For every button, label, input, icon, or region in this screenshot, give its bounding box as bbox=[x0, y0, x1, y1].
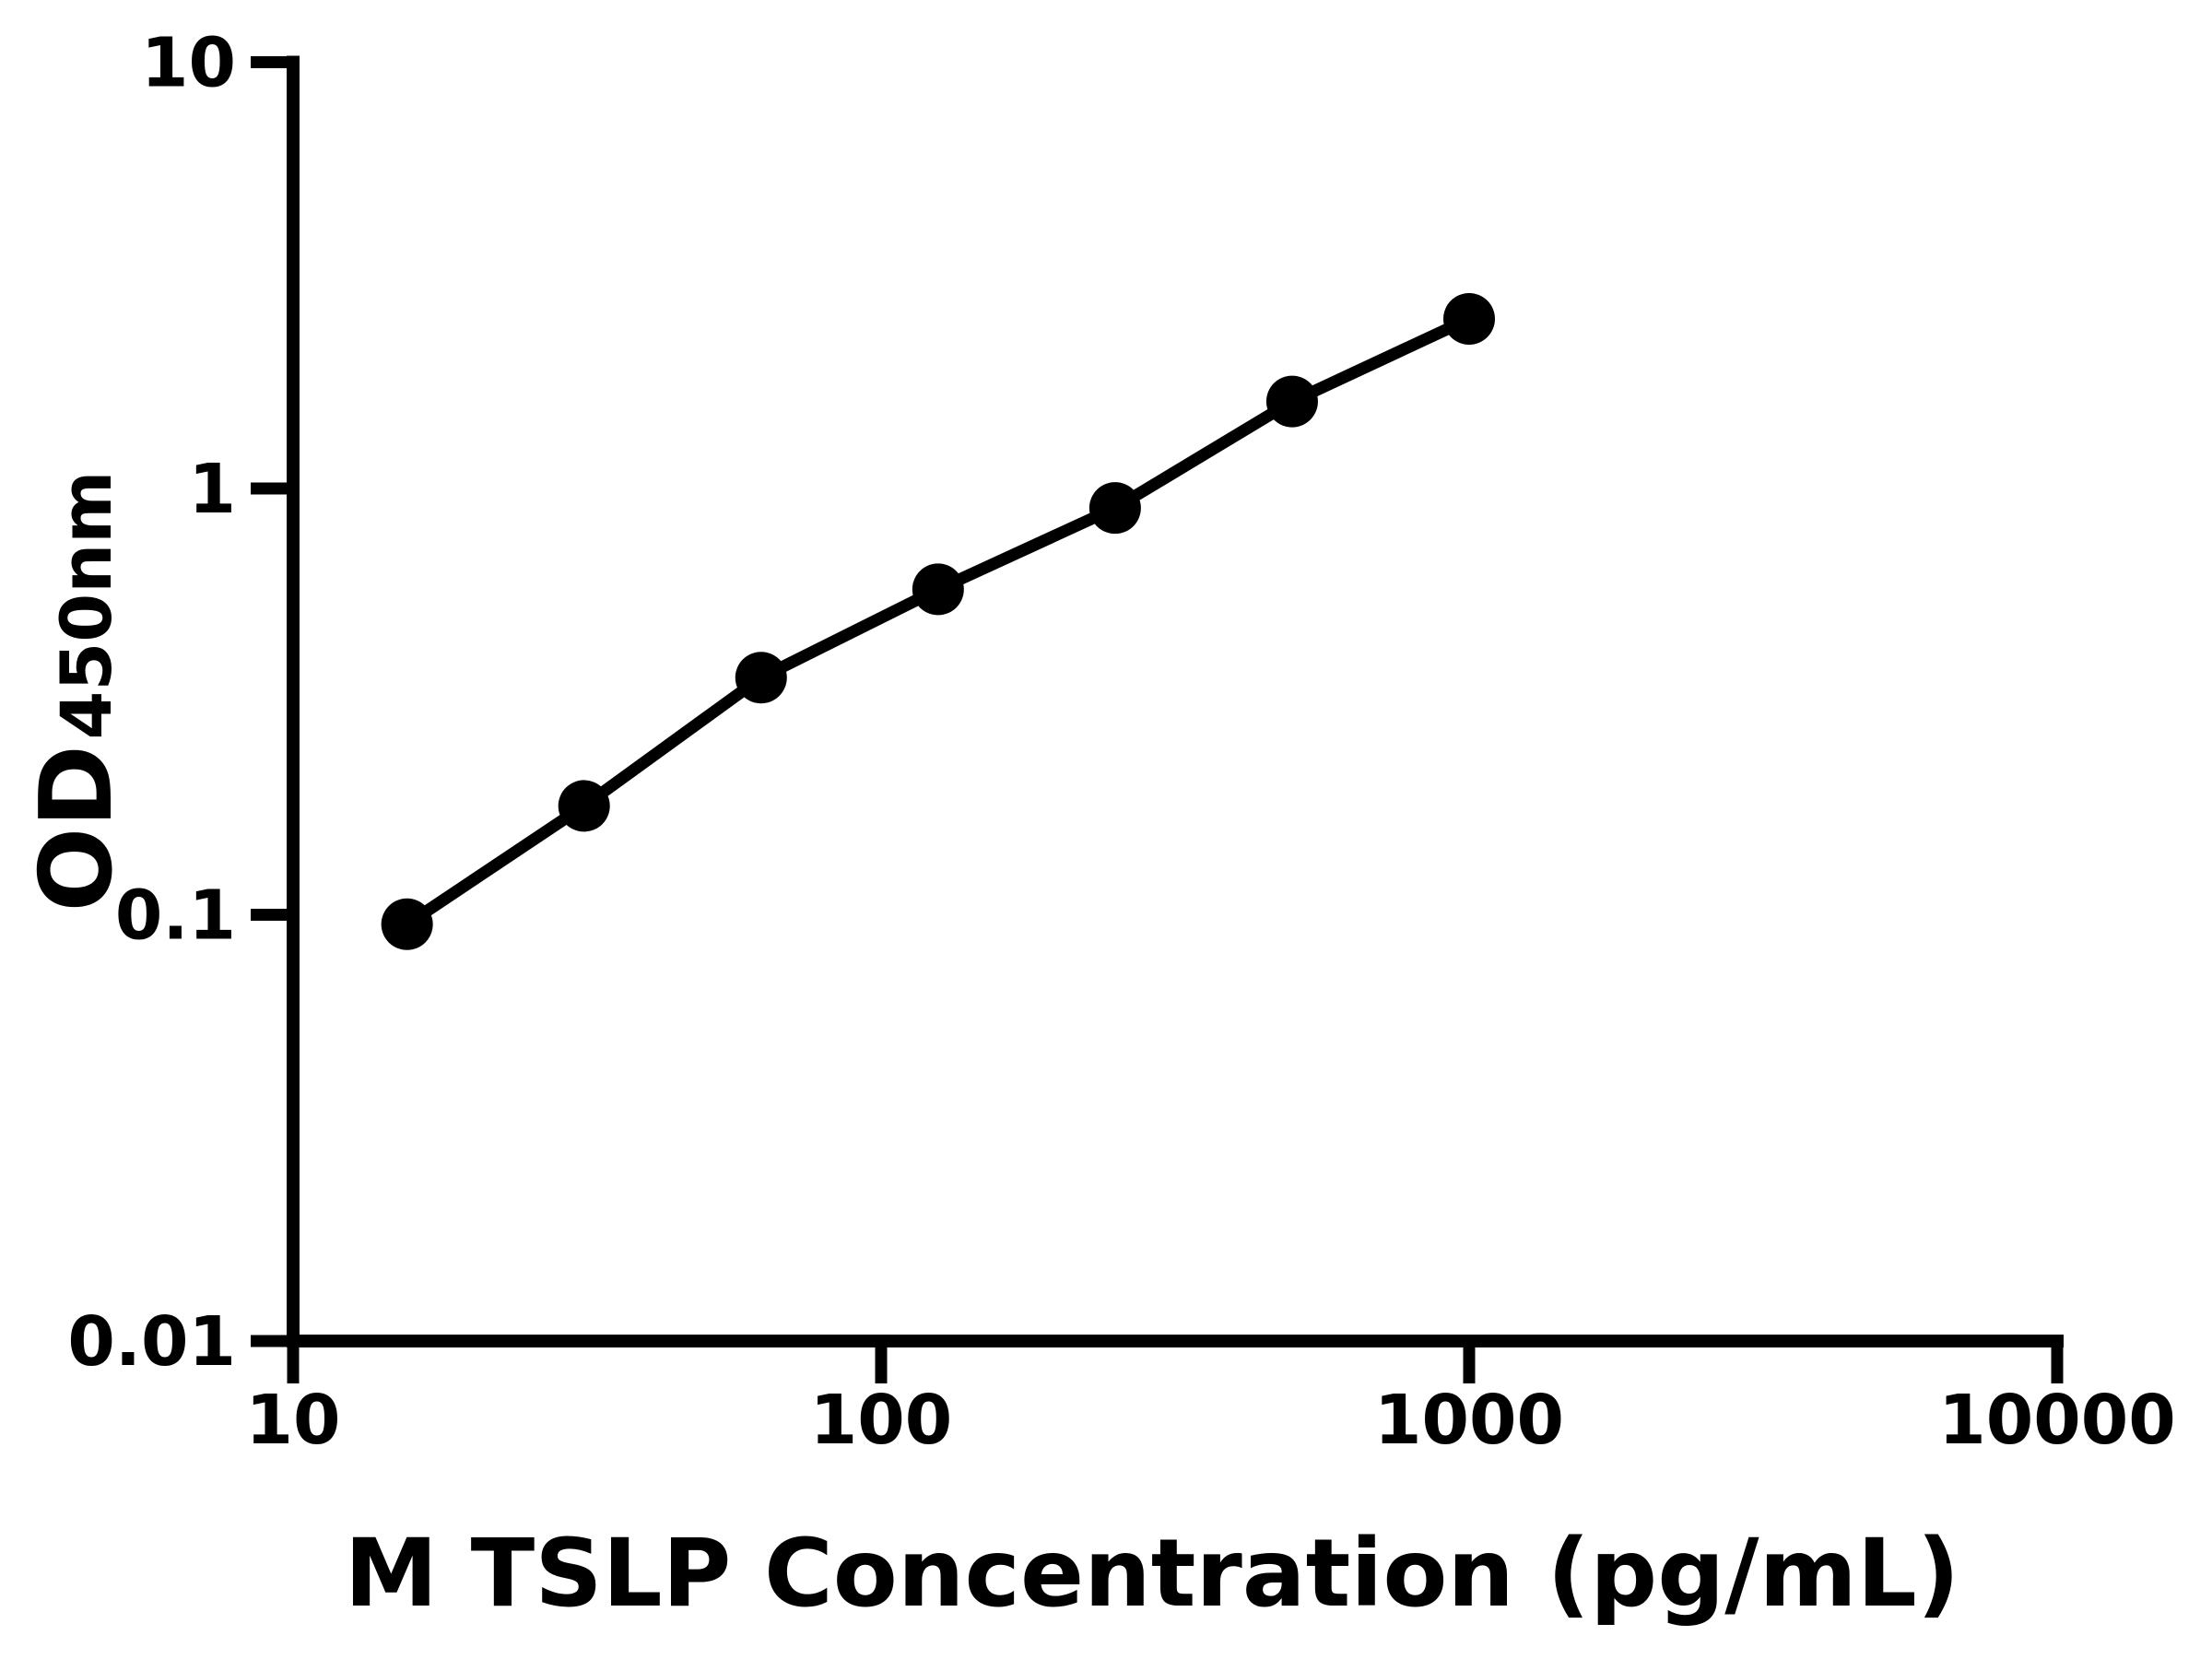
data-point bbox=[1443, 292, 1495, 345]
y-tick-label: 1 bbox=[189, 450, 237, 529]
y-tick-label: 0.1 bbox=[115, 877, 236, 956]
y-tick-label: 0.01 bbox=[67, 1302, 236, 1382]
x-tick-label: 1000 bbox=[1374, 1381, 1564, 1460]
data-point bbox=[1265, 375, 1318, 428]
tick-labels: 0.01 0.1 1 10 10 100 1000 10000 bbox=[67, 24, 2175, 1461]
y-axis-title-subscript: 450nm bbox=[45, 471, 127, 740]
axes bbox=[251, 55, 2064, 1383]
x-tick-label: 10 bbox=[246, 1381, 341, 1460]
data-point bbox=[735, 652, 787, 704]
data-point bbox=[381, 898, 433, 950]
data-point bbox=[1088, 482, 1141, 535]
data-point bbox=[558, 780, 610, 832]
x-axis-title: M TSLP Concentration (pg/mL) bbox=[345, 1519, 1960, 1629]
data-point bbox=[912, 563, 964, 616]
x-tick-label: 100 bbox=[810, 1381, 952, 1460]
y-tick-label: 10 bbox=[141, 24, 236, 103]
y-axis-title: OD 450nm bbox=[19, 471, 135, 912]
x-tick-label: 10000 bbox=[1938, 1381, 2175, 1460]
data-series bbox=[381, 292, 1495, 950]
y-axis-title-main: OD bbox=[19, 745, 135, 912]
